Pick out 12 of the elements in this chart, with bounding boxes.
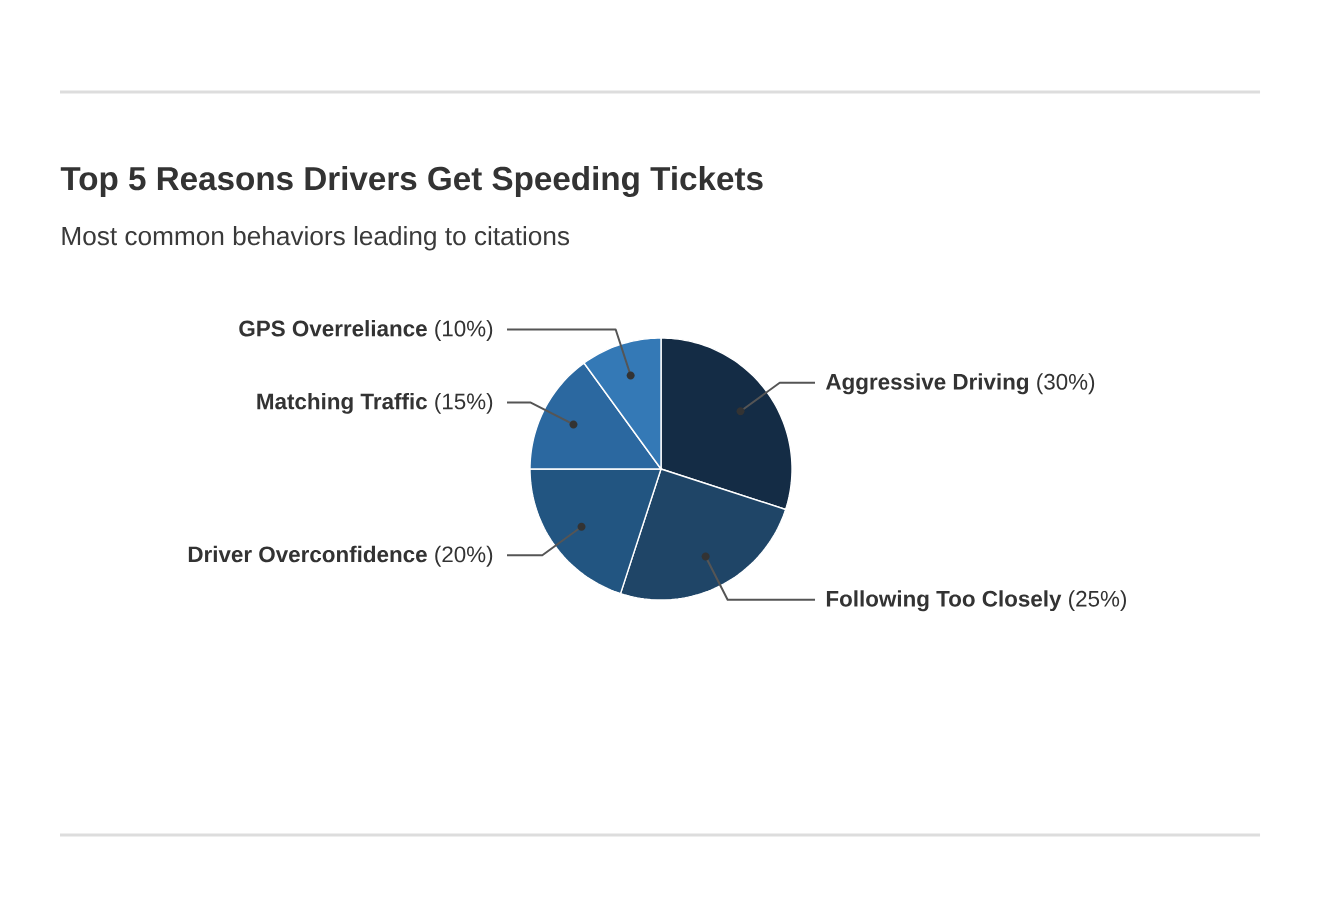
data-label: (25%) bbox=[1069, 590, 1126, 612]
data-label: (30%) bbox=[1037, 373, 1095, 395]
data-label: (10%) bbox=[435, 320, 493, 341]
data-label: (15%) bbox=[435, 392, 493, 414]
chart-subtitle: Most common behaviors leading to citations bbox=[62, 226, 570, 251]
slice-label: Aggressive Driving bbox=[825, 373, 1029, 395]
slice-label: Matching Traffic bbox=[257, 392, 427, 414]
slice-label: Following Too Closely bbox=[826, 590, 1062, 612]
data-label: (20%) bbox=[435, 545, 493, 567]
slice-label: Driver Overconfidence bbox=[188, 545, 427, 563]
slice-label: GPS Overreliance bbox=[239, 320, 427, 337]
chart-title: Top 5 Reasons Drivers Get Speeding Tickets bbox=[60, 165, 763, 198]
